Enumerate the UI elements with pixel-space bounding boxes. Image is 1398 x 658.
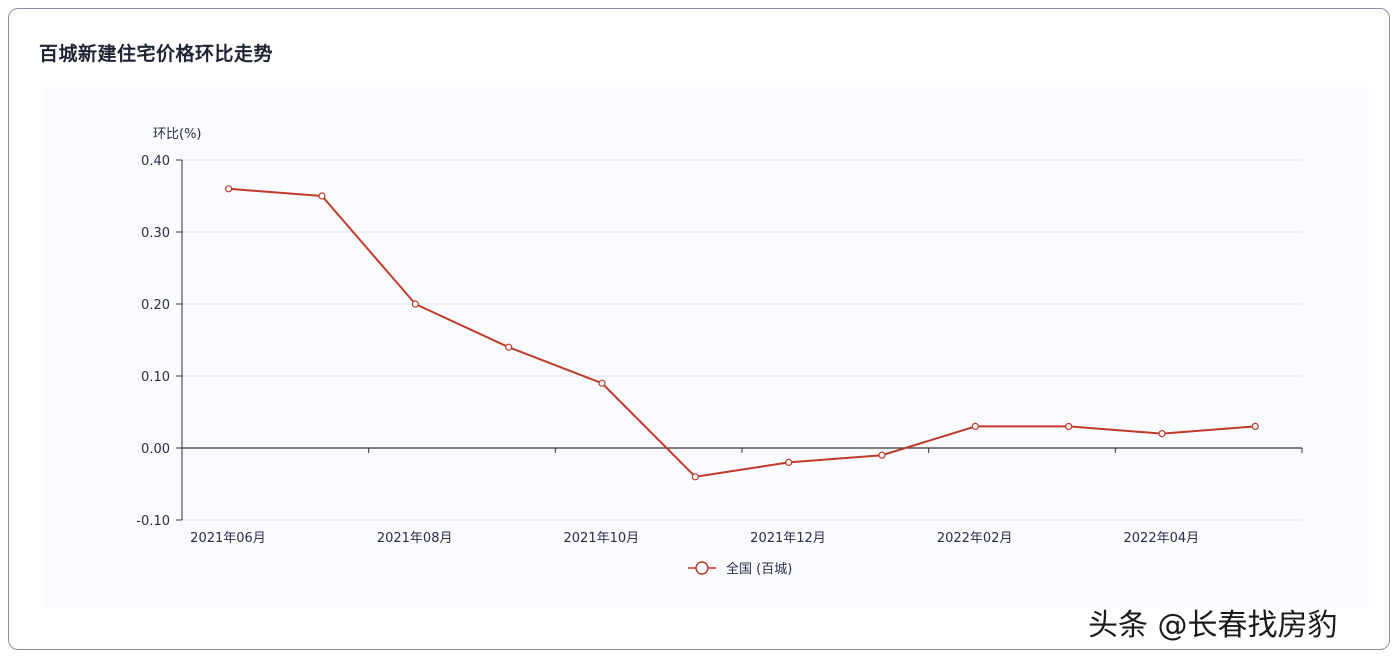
data-point[interactable]: [1065, 422, 1073, 430]
data-point[interactable]: [411, 300, 419, 308]
data-point[interactable]: [691, 473, 699, 481]
legend-marker-icon: [695, 561, 709, 575]
y-tick-label: 0.00: [141, 442, 170, 457]
y-tick-label: 0.40: [141, 154, 170, 169]
x-tick-label: 2021年12月: [750, 531, 826, 546]
data-point[interactable]: [878, 451, 886, 459]
series-line: [228, 187, 1256, 478]
x-tick-labels: 2021年06月 2021年08月 2021年10月 2021年12月 2022年02月…: [190, 531, 1199, 546]
y-tick-label: 0.10: [141, 370, 170, 385]
y-tick-label: 0.30: [141, 226, 170, 241]
grid-lines: [182, 159, 1302, 521]
legend[interactable]: 全国 (百城): [688, 561, 792, 577]
x-tick-label: 2021年08月: [377, 531, 453, 546]
data-point[interactable]: [1251, 422, 1259, 430]
data-point[interactable]: [505, 343, 513, 351]
y-axis-label: 环比(%): [153, 127, 202, 142]
y-tick-label: -0.10: [136, 514, 170, 529]
legend-label: 全国 (百城): [726, 561, 792, 577]
chart-title: 百城新建住宅价格环比走势: [39, 43, 274, 65]
data-point[interactable]: [598, 379, 606, 387]
x-tick-label: 2022年02月: [937, 531, 1013, 546]
y-tick-labels: 0.40 0.30 0.20 0.10 0.00 -0.10: [136, 154, 170, 529]
data-point[interactable]: [318, 192, 326, 200]
y-tick-label: 0.20: [141, 298, 170, 313]
series-layer: [225, 185, 1259, 481]
watermark-text: 头条 @长春找房豹: [1088, 608, 1338, 643]
x-tick-label: 2022年04月: [1124, 531, 1200, 546]
data-point[interactable]: [971, 422, 979, 430]
x-tick-label: 2021年10月: [564, 531, 640, 546]
data-point[interactable]: [225, 185, 233, 193]
data-point[interactable]: [785, 458, 793, 466]
axes: [176, 159, 1303, 521]
x-tick-label: 2021年06月: [190, 531, 266, 546]
data-point[interactable]: [1158, 430, 1166, 438]
